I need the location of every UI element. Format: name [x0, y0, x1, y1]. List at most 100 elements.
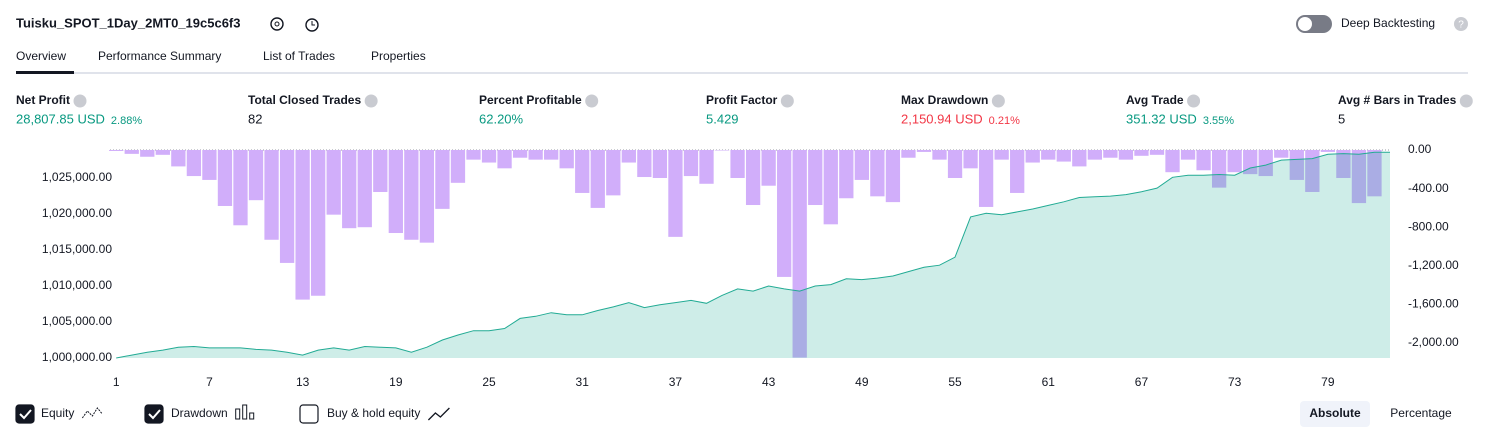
drawdown-icon — [235, 404, 255, 420]
legend-label: Drawdown — [171, 406, 228, 420]
drawdown-bar — [373, 150, 388, 192]
drawdown-bar — [1211, 150, 1227, 188]
drawdown-bar — [730, 150, 745, 178]
drawdown-bar — [233, 150, 248, 226]
drawdown-bar — [1320, 150, 1336, 152]
info-icon[interactable] — [991, 94, 1005, 108]
y-tick-label: 1,025,000.00 — [42, 170, 112, 184]
tab[interactable]: Properties — [371, 49, 426, 63]
drawdown-bar — [466, 150, 481, 160]
drawdown-bar — [559, 150, 574, 169]
x-tick-label: 25 — [482, 375, 496, 389]
info-icon[interactable] — [585, 94, 599, 108]
y-tick-label: 1,005,000.00 — [42, 314, 112, 328]
stat-value: 5 — [1338, 111, 1345, 126]
checkbox-box — [299, 404, 319, 424]
x-tick-label: 1 — [113, 375, 120, 389]
drawdown-bar — [1041, 150, 1056, 160]
drawdown-bar — [947, 150, 963, 178]
drawdown-bar — [699, 150, 714, 184]
drawdown-bar — [792, 150, 807, 358]
drawdown-bar — [963, 150, 978, 169]
stat-percent: 0.21% — [989, 115, 1020, 127]
y2-tick-label: -800.00 — [1408, 219, 1449, 233]
settings-icon[interactable] — [270, 17, 284, 31]
drawdown-bar — [1258, 150, 1273, 177]
stat-label: Avg # Bars in Trades — [1338, 93, 1457, 107]
stat-label: Total Closed Trades — [248, 93, 361, 107]
stat-value: 2,150.94 USD — [901, 111, 983, 126]
info-icon[interactable] — [73, 94, 87, 108]
info-icon[interactable] — [1459, 94, 1473, 108]
drawdown-bar — [885, 150, 901, 203]
strategy-title: Tuisku_SPOT_1Day_2MT0_19c5c6f3 — [16, 15, 241, 30]
drawdown-bar — [450, 150, 466, 183]
y-tick-label: 1,000,000.00 — [42, 350, 112, 364]
x-tick-label: 55 — [948, 375, 962, 389]
drawdown-bar — [1134, 150, 1149, 156]
tab[interactable]: Overview — [16, 49, 66, 63]
drawdown-bar — [481, 150, 497, 163]
stat-label: Avg Trade — [1126, 93, 1184, 107]
drawdown-bar — [1227, 150, 1242, 173]
mode-button[interactable]: Percentage — [1390, 406, 1452, 420]
drawdown-bar — [1165, 150, 1180, 173]
drawdown-bar — [326, 150, 341, 215]
drawdown-bar — [808, 150, 823, 206]
x-tick-label: 37 — [669, 375, 683, 389]
x-tick-label: 31 — [576, 375, 590, 389]
y2-tick-label: 0.00 — [1408, 142, 1432, 156]
x-tick-label: 61 — [1042, 375, 1056, 389]
x-tick-label: 73 — [1228, 375, 1242, 389]
drawdown-bar — [745, 150, 761, 206]
drawdown-bar — [1196, 150, 1211, 171]
drawdown-bar — [1149, 150, 1165, 155]
equity-line — [116, 151, 1390, 359]
drawdown-bar — [497, 150, 512, 169]
checkbox[interactable] — [144, 404, 164, 424]
x-tick-label: 79 — [1321, 375, 1335, 389]
stat-value: 351.32 USD — [1126, 111, 1197, 126]
deep-backtesting-label: Deep Backtesting — [1341, 16, 1435, 30]
tab[interactable]: List of Trades — [263, 49, 335, 63]
y-tick-label: 1,020,000.00 — [42, 206, 112, 220]
drawdown-bar — [1305, 150, 1320, 192]
drawdown-bar — [668, 150, 683, 237]
drawdown-bar — [186, 150, 202, 177]
legend-label: Buy & hold equity — [327, 406, 420, 420]
checkbox-box — [144, 404, 164, 424]
drawdown-bar — [637, 150, 652, 178]
stat-label: Percent Profitable — [479, 93, 582, 107]
drawdown-bar — [1243, 150, 1258, 175]
help-glyph: ? — [1458, 20, 1464, 31]
drawdown-bar — [109, 150, 124, 151]
drawdown-bar — [435, 150, 450, 209]
buy-hold-icon — [427, 407, 450, 421]
stat-value: 28,807.85 USD — [16, 111, 105, 126]
stat-label: Profit Factor — [706, 93, 778, 107]
alert-icon[interactable] — [305, 18, 319, 32]
drawdown-bar — [1289, 150, 1304, 180]
checkbox[interactable] — [15, 404, 35, 424]
y2-tick-label: -1,600.00 — [1408, 297, 1459, 311]
drawdown-bar — [528, 150, 543, 160]
tab[interactable]: Performance Summary — [98, 49, 221, 63]
deep-backtesting-toggle[interactable] — [1296, 15, 1332, 33]
y-tick-label: 1,010,000.00 — [42, 278, 112, 292]
drawdown-bar — [1103, 150, 1118, 158]
help-icon[interactable]: ? — [1454, 17, 1468, 31]
info-icon[interactable] — [1187, 94, 1201, 108]
mode-button[interactable]: Absolute — [1309, 406, 1361, 420]
drawdown-bar — [419, 150, 435, 243]
drawdown-bar — [932, 150, 947, 160]
info-icon[interactable] — [780, 94, 794, 108]
y2-tick-label: -2,000.00 — [1408, 335, 1459, 349]
drawdown-bar — [1274, 150, 1289, 158]
drawdown-bar — [854, 150, 869, 180]
drawdown-bar — [279, 150, 295, 263]
info-icon[interactable] — [364, 94, 378, 108]
equity-icon — [81, 407, 103, 419]
checkbox[interactable] — [299, 404, 319, 424]
stat-value: 5.429 — [706, 111, 739, 126]
